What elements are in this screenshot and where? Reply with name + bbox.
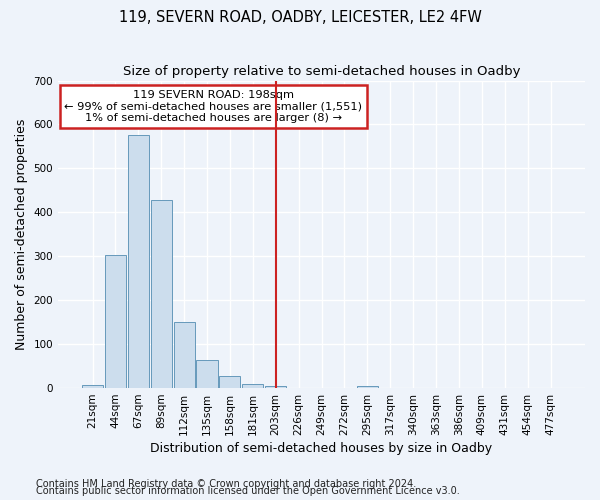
Text: 119, SEVERN ROAD, OADBY, LEICESTER, LE2 4FW: 119, SEVERN ROAD, OADBY, LEICESTER, LE2 … [119,10,481,25]
Bar [173,322,194,388]
Text: 119 SEVERN ROAD: 198sqm
← 99% of semi-detached houses are smaller (1,551)
1% of : 119 SEVERN ROAD: 198sqm ← 99% of semi-de… [64,90,362,123]
Bar [220,376,241,388]
Bar [151,200,172,388]
Bar [265,386,286,388]
Bar [82,384,103,388]
Y-axis label: Number of semi-detached properties: Number of semi-detached properties [15,118,28,350]
Text: Contains public sector information licensed under the Open Government Licence v3: Contains public sector information licen… [36,486,460,496]
Bar [357,386,378,388]
Bar [105,255,126,388]
Title: Size of property relative to semi-detached houses in Oadby: Size of property relative to semi-detach… [123,65,520,78]
Text: Contains HM Land Registry data © Crown copyright and database right 2024.: Contains HM Land Registry data © Crown c… [36,479,416,489]
Bar [196,360,218,388]
Bar [128,136,149,388]
Bar [242,384,263,388]
X-axis label: Distribution of semi-detached houses by size in Oadby: Distribution of semi-detached houses by … [151,442,493,455]
